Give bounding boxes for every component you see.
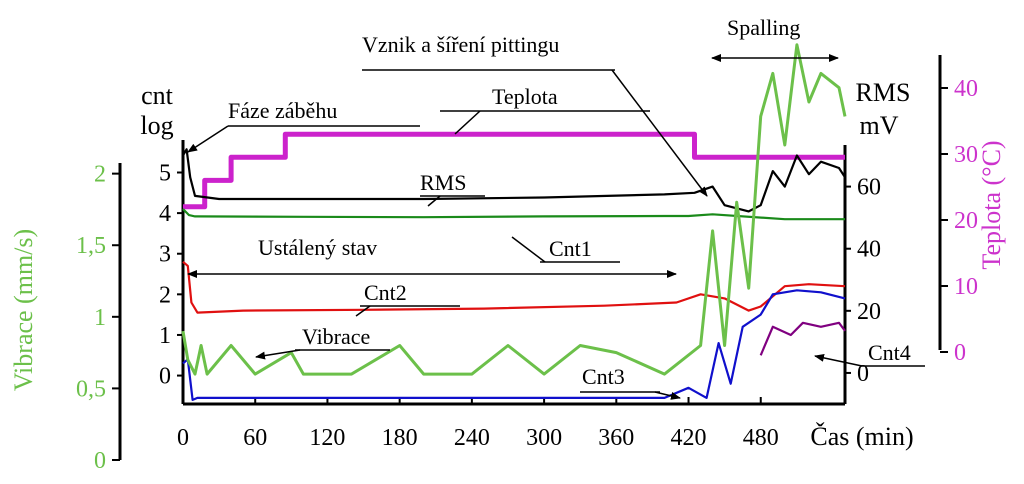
teplota-tick-label: 0 bbox=[954, 340, 966, 366]
series-line-rms bbox=[182, 148, 846, 213]
rms-tick-label: 20 bbox=[857, 299, 881, 325]
x-tick-label: 240 bbox=[454, 425, 490, 451]
annotation-cnt2: Cnt2 bbox=[364, 280, 407, 305]
cnt-tick-label: 2 bbox=[159, 282, 171, 308]
teplota-tick-label: 30 bbox=[954, 142, 978, 168]
teplota-tick-label: 40 bbox=[954, 76, 978, 102]
vibrace-tick-label: 0,5 bbox=[76, 376, 106, 402]
series-line-vibrace bbox=[181, 43, 847, 376]
vibrace-ticks: 0 0,5 1 1,5 2 bbox=[76, 162, 120, 474]
rms-tick-label: 40 bbox=[857, 237, 881, 263]
cnt-tick-label: 0 bbox=[159, 364, 171, 390]
vibrace-axis-label: Vibrace (mm/s) bbox=[9, 229, 38, 391]
x-ticks: 0 60 120 180 240 300 360 420 480 bbox=[177, 397, 779, 451]
rms-axis-label-bottom: mV bbox=[860, 111, 899, 140]
x-tick-label: 300 bbox=[526, 425, 562, 451]
rms-axis-label-top: RMS bbox=[856, 78, 911, 107]
x-tick-label: 120 bbox=[309, 425, 345, 451]
annotation-vznik: Vznik a šíření pittingu bbox=[362, 32, 559, 57]
vibrace-tick-label: 1 bbox=[94, 305, 106, 331]
annotation-cnt4: Cnt4 bbox=[868, 340, 911, 365]
x-tick-label: 60 bbox=[243, 425, 267, 451]
x-axis-label: Čas (min) bbox=[810, 422, 913, 451]
annotation-faze-zabehu: Fáze záběhu bbox=[228, 98, 337, 123]
series-line-teplota bbox=[183, 131, 845, 210]
annotations: Fáze záběhu Teplota RMS Cnt1 Ustálený st… bbox=[187, 15, 925, 400]
annotation-teplota: Teplota bbox=[492, 84, 558, 109]
cnt-ticks: 0 1 2 3 4 5 bbox=[159, 160, 183, 390]
rms-ticks: 0 20 40 60 bbox=[845, 175, 881, 387]
cnt-tick-label: 3 bbox=[159, 242, 171, 268]
x-tick-label: 420 bbox=[671, 425, 707, 451]
cnt-axis-label-bottom: log bbox=[140, 111, 173, 140]
cnt-tick-label: 1 bbox=[159, 323, 171, 349]
annotation-vibrace: Vibrace bbox=[302, 324, 370, 349]
teplota-tick-label: 20 bbox=[954, 208, 978, 234]
teplota-axis-label: Teplota (°C) bbox=[977, 140, 1006, 269]
teplota-tick-label: 10 bbox=[954, 274, 978, 300]
x-tick-label: 0 bbox=[177, 425, 189, 451]
rms-tick-label: 0 bbox=[857, 361, 869, 387]
series-line-cnt3 bbox=[182, 289, 846, 401]
vibrace-tick-label: 1,5 bbox=[76, 233, 106, 259]
rms-tick-label: 60 bbox=[857, 175, 881, 201]
series-line-cnt4 bbox=[759, 321, 846, 356]
vibrace-tick-label: 2 bbox=[94, 162, 106, 188]
annotation-rms: RMS bbox=[420, 170, 466, 195]
axis-frames bbox=[118, 55, 942, 460]
annotation-cnt1: Cnt1 bbox=[549, 236, 592, 261]
vibrace-tick-label: 0 bbox=[94, 448, 106, 474]
annotation-cnt3: Cnt3 bbox=[582, 364, 625, 389]
series-group bbox=[181, 43, 847, 401]
x-tick-label: 180 bbox=[382, 425, 418, 451]
teplota-ticks: 0 10 20 30 40 bbox=[940, 76, 978, 366]
cnt-tick-label: 5 bbox=[159, 160, 171, 186]
x-tick-label: 480 bbox=[743, 425, 779, 451]
x-tick-label: 360 bbox=[598, 425, 634, 451]
annotation-spalling: Spalling bbox=[727, 15, 800, 40]
cnt-tick-label: 4 bbox=[159, 201, 171, 227]
annotation-ustaleny-stav: Ustálený stav bbox=[258, 235, 377, 260]
cnt-axis-label-top: cnt bbox=[141, 81, 174, 110]
